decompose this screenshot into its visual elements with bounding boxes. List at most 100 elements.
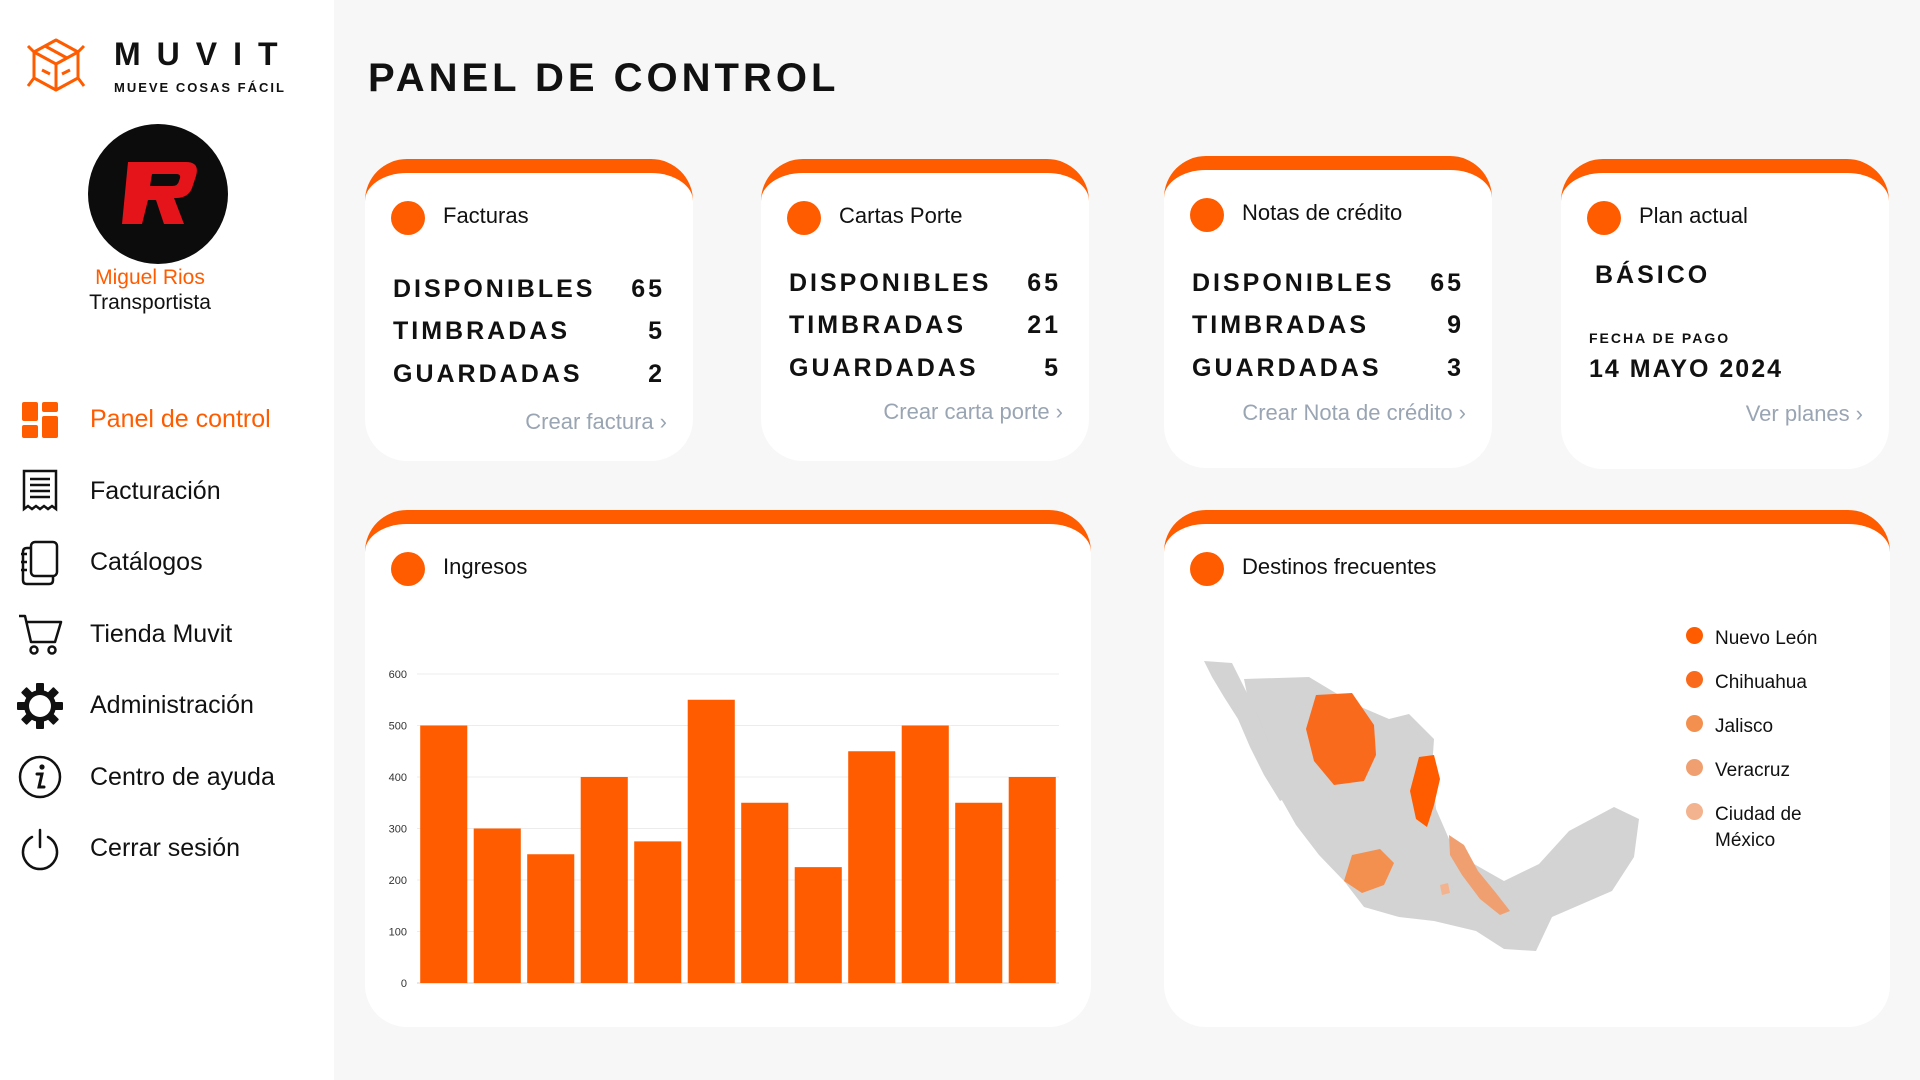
stat-label: GUARDADAS [1192, 354, 1382, 382]
link-label: Crear Nota de crédito [1242, 400, 1453, 425]
legend-item: Ciudad de México [1686, 802, 1830, 854]
facturas-card: Facturas DISPONIBLES 65 TIMBRADAS 5 GUARDA… [365, 159, 693, 461]
nav-label: Centro de ayuda [90, 762, 275, 791]
stat-saved: GUARDADAS 2 [393, 360, 665, 389]
y-tick-label: 500 [389, 721, 407, 733]
card-dot-icon [1587, 201, 1621, 235]
nav-item-catalogos[interactable]: Catálogos [16, 527, 275, 599]
card-dot-icon [391, 201, 425, 235]
stat-value: 5 [648, 317, 665, 345]
y-tick-label: 100 [389, 927, 407, 939]
legend-label: Ciudad de México [1715, 804, 1802, 851]
card-title: Cartas Porte [839, 203, 963, 228]
nav-item-facturacion[interactable]: Facturación [16, 456, 275, 528]
card-title: Facturas [443, 203, 529, 228]
nav-label: Cerrar sesión [90, 834, 241, 863]
power-icon [16, 825, 64, 873]
card-dot-icon [787, 201, 821, 235]
y-tick-label: 200 [389, 875, 407, 887]
crear-carta-porte-link[interactable]: Crear carta porte › [883, 399, 1063, 425]
stat-value: 3 [1447, 354, 1464, 382]
y-tick-label: 600 [389, 669, 407, 681]
nav-item-centro-de-ayuda[interactable]: Centro de ayuda [16, 742, 275, 814]
legend-dot-icon [1686, 671, 1703, 688]
income-bar [955, 802, 1003, 983]
crear-factura-link[interactable]: Crear factura › [525, 409, 667, 435]
nav-item-tienda-muvit[interactable]: Tienda Muvit [16, 599, 275, 671]
nav-label: Panel de control [90, 405, 271, 434]
stat-label: GUARDADAS [789, 354, 979, 382]
stat-saved: GUARDADAS 5 [789, 354, 1061, 383]
crear-nota-credito-link[interactable]: Crear Nota de crédito › [1242, 400, 1466, 426]
map-state-veracruz [1449, 835, 1510, 915]
plan-actual-card: Plan actual BÁSICO FECHA DE PAGO 14 MAYO… [1561, 159, 1889, 469]
stat-label: DISPONIBLES [393, 275, 596, 303]
card-title: Plan actual [1639, 203, 1748, 228]
stat-label: GUARDADAS [393, 360, 583, 388]
stat-label: DISPONIBLES [789, 269, 992, 297]
catalog-icon [16, 539, 64, 587]
stat-saved: GUARDADAS 3 [1192, 354, 1464, 383]
rios-transportes-logo-icon [122, 162, 197, 224]
stat-stamped: TIMBRADAS 9 [1192, 311, 1464, 340]
income-bar [634, 841, 682, 983]
income-bar [420, 725, 468, 983]
brand: MUVIT MUEVE COSAS FÁCIL [20, 30, 294, 102]
legend-item: Nuevo León [1686, 626, 1830, 652]
link-label: Crear factura [525, 409, 654, 434]
link-label: Crear carta porte [883, 399, 1050, 424]
stat-value: 65 [631, 275, 665, 303]
nav-label: Tienda Muvit [90, 619, 233, 648]
stat-value: 2 [648, 360, 665, 388]
legend-dot-icon [1686, 627, 1703, 644]
muvit-logo-icon [26, 38, 86, 92]
card-dot-icon [391, 552, 425, 586]
map-state-jalisco [1344, 849, 1394, 893]
page-title: PANEL DE CONTROL [368, 56, 840, 100]
stat-value: 21 [1027, 311, 1061, 339]
destinos-card: Destinos frecuentes Nuevo León Chihuahua… [1164, 510, 1890, 1027]
stat-available: DISPONIBLES 65 [789, 269, 1061, 298]
nav-item-cerrar-sesion[interactable]: Cerrar sesión [16, 813, 275, 885]
plan-name: BÁSICO [1595, 261, 1711, 289]
income-bar [901, 725, 949, 983]
stat-label: TIMBRADAS [1192, 311, 1369, 339]
legend-item: Chihuahua [1686, 670, 1830, 696]
map-state-chihuahua [1306, 693, 1376, 785]
stat-value: 9 [1447, 311, 1464, 339]
legend-label: Jalisco [1715, 716, 1774, 737]
card-dot-icon [1190, 552, 1224, 586]
legend-label: Nuevo León [1715, 628, 1818, 649]
user-role: Transportista [89, 291, 211, 314]
brand-name: MUVIT [114, 35, 294, 72]
main-nav: Panel de control Facturación Catálogos T… [16, 384, 275, 885]
payment-date-label: FECHA DE PAGO [1589, 330, 1731, 346]
sidebar: MUVIT MUEVE COSAS FÁCIL Miguel Rios Tran… [0, 0, 334, 1080]
stat-stamped: TIMBRADAS 5 [393, 317, 665, 346]
cartas-porte-card: Cartas Porte DISPONIBLES 65 TIMBRADAS 21 G… [761, 159, 1089, 461]
card-dot-icon [1190, 198, 1224, 232]
ver-planes-link[interactable]: Ver planes › [1746, 401, 1863, 427]
map-legend: Nuevo León Chihuahua Jalisco Veracruz Ci… [1686, 626, 1830, 872]
card-title: Ingresos [443, 554, 528, 579]
legend-item: Veracruz [1686, 758, 1830, 784]
stat-available: DISPONIBLES 65 [393, 275, 665, 304]
nav-label: Facturación [90, 476, 221, 505]
company-logo [88, 124, 228, 264]
stat-value: 5 [1044, 354, 1061, 382]
dashboard-icon [16, 396, 64, 444]
ingresos-card: Ingresos 0 100 200 300 400 500 600 [365, 510, 1091, 1027]
chevron-right-icon: › [1055, 399, 1063, 424]
stat-available: DISPONIBLES 65 [1192, 269, 1464, 298]
income-bar [687, 699, 735, 983]
card-title: Notas de crédito [1242, 200, 1403, 225]
gear-icon [16, 682, 64, 730]
income-bar [527, 854, 575, 983]
map-mexico-mainland [1244, 677, 1639, 951]
nav-item-administracion[interactable]: Administración [16, 670, 275, 742]
income-bar [741, 802, 789, 983]
income-bar [1008, 777, 1056, 983]
chevron-right-icon: › [1855, 401, 1863, 426]
stat-value: 65 [1430, 269, 1464, 297]
nav-item-panel-de-control[interactable]: Panel de control [16, 384, 275, 456]
